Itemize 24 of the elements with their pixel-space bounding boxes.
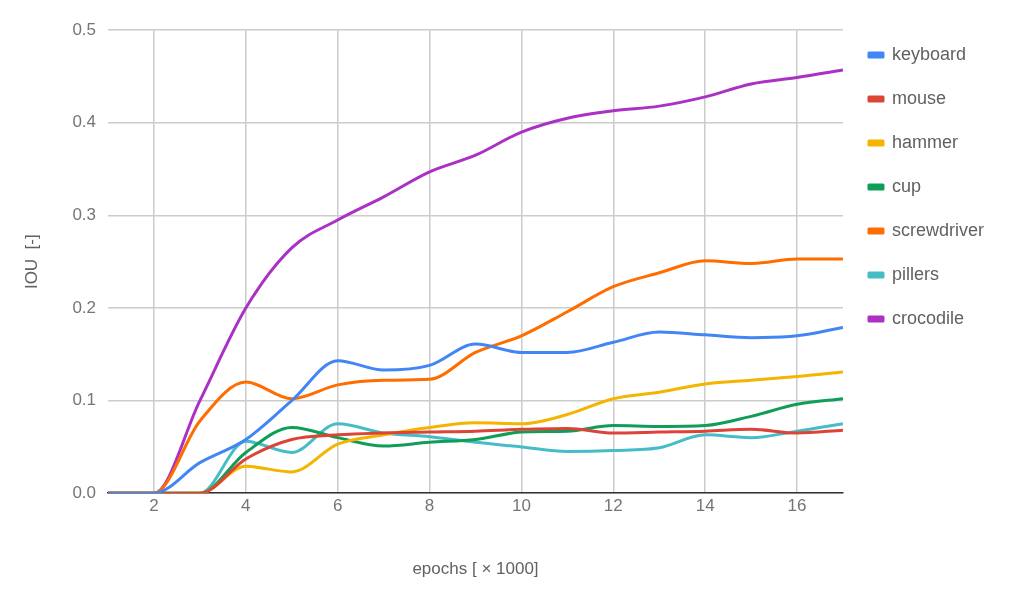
y-tick-label: 0.4 [72,112,97,132]
y-tick-label: 0.0 [72,482,97,502]
y-tick-label: 0.3 [72,205,97,225]
y-tick-label: 0.2 [72,297,97,317]
y-axis-title: IOU [-] [21,234,41,290]
legend-label: hammer [891,131,959,152]
x-tick-label: 10 [511,496,531,516]
legend-label: screwdriver [891,219,985,240]
x-axis-title: epochs [ × 1000] [412,559,539,579]
x-tick-label: 16 [787,496,807,516]
legend-label: mouse [891,87,947,108]
y-tick-label: 0.5 [72,19,97,39]
y-tick-label: 0.1 [72,390,97,410]
x-tick-label: 6 [332,496,343,516]
legend-label: pillers [891,263,939,284]
x-tick-label: 14 [695,496,715,516]
x-tick-label: 2 [149,496,159,516]
legend-label: keyboard [891,43,967,64]
legend-label: cup [891,175,922,196]
line-series [108,325,843,494]
x-tick-label: 4 [241,496,251,516]
x-tick-label: 12 [603,496,623,516]
legend-label: crocodile [891,307,965,328]
x-tick-label: 8 [424,496,435,516]
